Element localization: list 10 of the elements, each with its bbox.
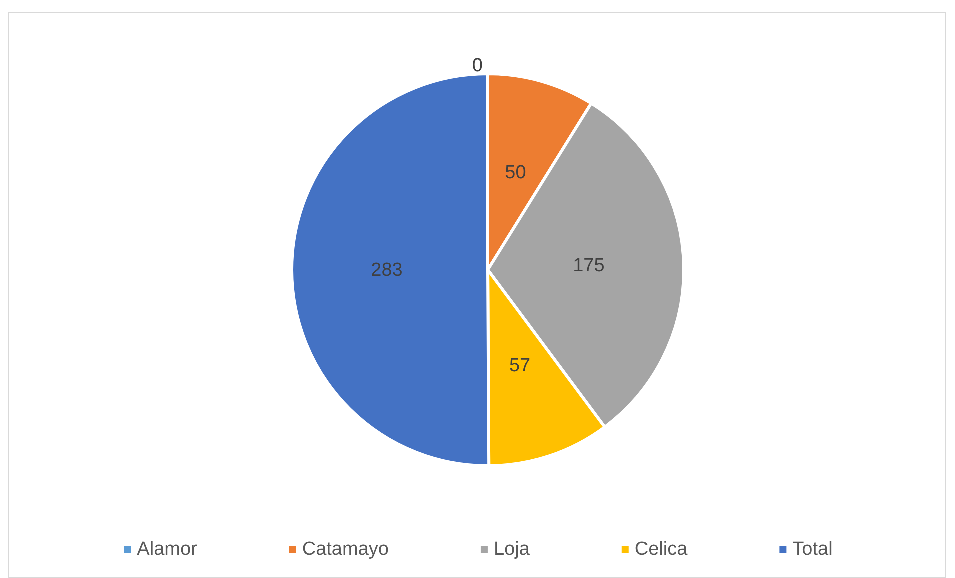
data-label: 50 [505, 162, 526, 184]
legend-label: Catamayo [302, 539, 389, 560]
data-label: 57 [509, 355, 531, 376]
data-label: 175 [573, 255, 605, 276]
legend-label: Alamor [137, 539, 198, 560]
legend-label: Celica [634, 539, 688, 560]
legend-label: Loja [494, 539, 530, 560]
text: 0 [472, 56, 483, 76]
legend-label: Total [792, 539, 833, 560]
data-label: 283 [371, 260, 403, 281]
